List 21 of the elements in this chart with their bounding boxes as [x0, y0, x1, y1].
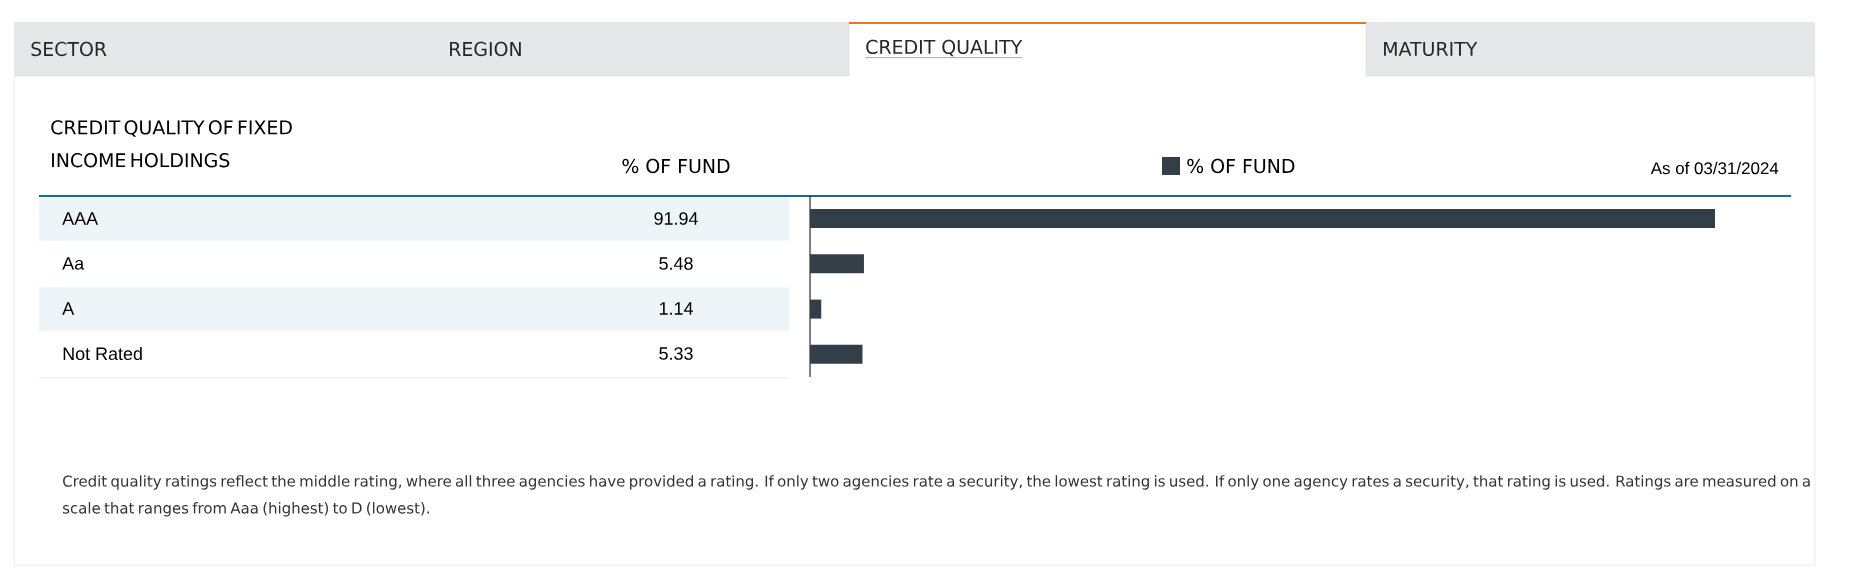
y-tick-label: Not Rated — [63, 346, 142, 361]
text: Credit quality ratings reflect the middle rating, where all three agencies have provided a rating. If only two agencies rate a security, the lowest rating is used. If only one agency rates a security, that rating is used. Ratings are measured on a scale that ranges from Aaa (highest) to D (lowest). — [63, 475, 1810, 517]
text: SECTOR — [31, 41, 107, 57]
bar — [810, 299, 822, 319]
y-tick-label: Aa — [62, 257, 85, 270]
y-tick-label: AAA — [62, 212, 99, 225]
bar — [810, 344, 863, 364]
text: REGION — [450, 41, 521, 57]
data-label: 5.33 — [659, 347, 693, 360]
legend-label: % OF FUND — [1187, 158, 1295, 174]
y-tick-label: A — [62, 302, 75, 315]
bar — [810, 254, 864, 274]
data-label: 5.48 — [659, 257, 693, 270]
bar — [810, 209, 1716, 229]
text: MATURITY — [1384, 41, 1478, 57]
text: CREDIT QUALITY OF FIXED INCOME HOLDINGS — [51, 120, 292, 168]
data-label: 91.94 — [654, 212, 698, 225]
text: % OF FUND — [622, 158, 730, 174]
text: CREDIT QUALITY — [866, 39, 1023, 57]
data-label: 1.14 — [659, 302, 693, 315]
chart-subtitle: As of 03/31/2024 — [1650, 161, 1779, 175]
